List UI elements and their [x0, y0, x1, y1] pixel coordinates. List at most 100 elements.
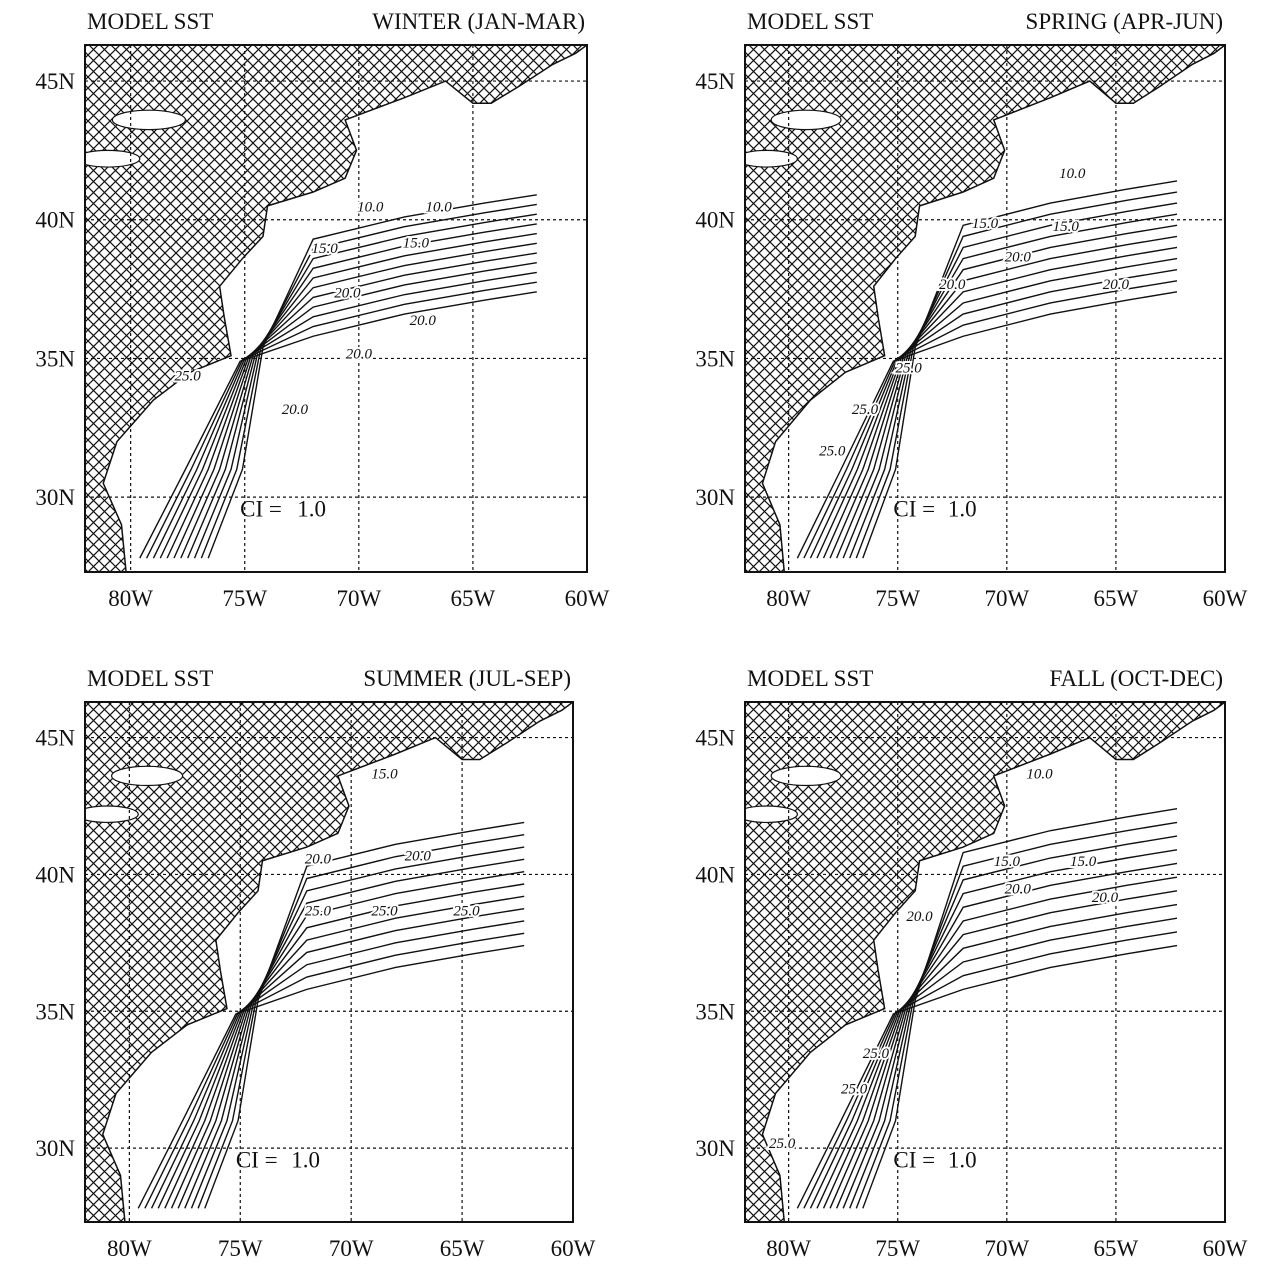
- ci-label: CI =: [236, 1147, 278, 1172]
- contour-line: [166, 252, 537, 559]
- lake: [770, 765, 842, 787]
- map-panel: MODEL SST WINTER (JAN-MAR) CI = 1.0 10.0 10.0…: [35, 9, 609, 611]
- x-axis-label: 60W: [1203, 1236, 1248, 1261]
- contour-line: [139, 291, 537, 559]
- y-axis-label: 35N: [35, 346, 75, 371]
- contour-line: [177, 870, 525, 1209]
- y-axis-label: 35N: [35, 999, 75, 1024]
- x-axis-label: 75W: [218, 1236, 263, 1261]
- y-axis-label: 40N: [695, 862, 735, 887]
- panel-season: WINTER (JAN-MAR): [372, 9, 585, 34]
- contour-label: 15.0: [972, 216, 999, 232]
- contour-label: 25.0: [841, 1081, 868, 1097]
- contour-line: [855, 821, 1178, 1209]
- contour-line: [187, 223, 537, 559]
- panel-season: FALL (OCT-DEC): [1049, 666, 1223, 691]
- contour-label: 20.0: [282, 402, 309, 418]
- map-panel: MODEL SST SUMMER (JUL-SEP) CI = 1.0 15.0 20.0…: [35, 666, 595, 1261]
- map-panel: MODEL SST FALL (OCT-DEC) CI = 1.0 10.0 15.0 15…: [695, 666, 1247, 1261]
- contour-line: [150, 920, 525, 1209]
- contour-line: [173, 242, 537, 559]
- contour-line: [170, 883, 525, 1209]
- contour-label: 25.0: [175, 369, 202, 385]
- contour-label: 15.0: [1070, 854, 1097, 870]
- contour-line: [822, 890, 1178, 1209]
- y-axis-label: 45N: [35, 69, 75, 94]
- y-axis-label: 35N: [695, 346, 735, 371]
- contour-line: [849, 835, 1178, 1209]
- ci-label: CI =: [893, 497, 935, 522]
- contour-line: [842, 849, 1178, 1209]
- contour-label: 20.0: [346, 346, 373, 362]
- contour-line: [180, 232, 537, 559]
- y-axis-label: 45N: [695, 726, 735, 751]
- map-panel: MODEL SST SPRING (APR-JUN) CI = 1.0 10.0 15.0…: [695, 9, 1247, 611]
- x-axis-label: 60W: [1203, 586, 1248, 611]
- y-axis-label: 30N: [695, 1136, 735, 1161]
- ci-value: 1.0: [297, 497, 326, 522]
- contour-line: [855, 191, 1178, 559]
- contour-line: [849, 202, 1178, 559]
- map-frame: [84, 701, 574, 1223]
- lake: [111, 109, 187, 131]
- contour-label: 10.0: [357, 199, 384, 215]
- map-area: [85, 45, 587, 572]
- contour-label: 20.0: [410, 313, 437, 329]
- contour-label: 15.0: [311, 241, 338, 257]
- contour-line: [152, 271, 537, 559]
- x-axis-label: 75W: [875, 1236, 920, 1261]
- contour-line: [137, 944, 525, 1209]
- contour-line: [803, 280, 1178, 559]
- contour-line: [796, 944, 1178, 1209]
- contour-line: [145, 281, 537, 559]
- contour-label: 20.0: [1092, 890, 1119, 906]
- contour-label: 20.0: [906, 909, 933, 925]
- contour-label: 25.0: [896, 360, 923, 376]
- lake: [111, 765, 184, 787]
- land: [745, 45, 1225, 572]
- x-axis-label: 80W: [108, 586, 153, 611]
- map-frame: [744, 701, 1226, 1223]
- contour-label: 20.0: [1005, 249, 1032, 265]
- x-axis-label: 65W: [451, 586, 496, 611]
- contour-line: [862, 808, 1178, 1209]
- contour-line: [204, 821, 525, 1209]
- x-axis-label: 65W: [440, 1236, 485, 1261]
- x-axis-label: 70W: [336, 586, 381, 611]
- x-axis-label: 65W: [1094, 586, 1139, 611]
- contour-line: [809, 917, 1178, 1209]
- y-axis-label: 40N: [35, 862, 75, 887]
- y-axis-label: 30N: [695, 485, 735, 510]
- contour-line: [816, 257, 1178, 559]
- contour-line: [829, 235, 1178, 559]
- contour-label: 25.0: [305, 903, 332, 919]
- contour-label: 20.0: [405, 849, 432, 865]
- panel-title: MODEL SST: [87, 9, 213, 34]
- x-axis-label: 80W: [766, 1236, 811, 1261]
- contour-line: [157, 907, 525, 1209]
- contour-label: 25.0: [371, 903, 398, 919]
- panel-title: MODEL SST: [87, 666, 213, 691]
- contour-label: 25.0: [769, 1136, 796, 1152]
- panel-season: SUMMER (JUL-SEP): [363, 666, 571, 691]
- map-area: [745, 702, 1225, 1222]
- contour-label: 10.0: [426, 199, 453, 215]
- x-axis-label: 65W: [1094, 1236, 1139, 1261]
- map-frame: [84, 44, 588, 573]
- y-axis-label: 45N: [35, 726, 75, 751]
- x-axis-label: 60W: [565, 586, 610, 611]
- contour-line: [835, 224, 1178, 559]
- contour-line: [193, 213, 537, 559]
- panel-title: MODEL SST: [747, 9, 873, 34]
- contour-label: 15.0: [403, 235, 430, 251]
- contour-label: 25.0: [819, 444, 846, 460]
- contour-label: 20.0: [1103, 277, 1130, 293]
- contour-label: 20.0: [939, 277, 966, 293]
- ci-value: 1.0: [948, 497, 977, 522]
- land: [85, 45, 587, 572]
- x-axis-label: 75W: [875, 586, 920, 611]
- ci-value: 1.0: [291, 1147, 320, 1172]
- y-axis-label: 30N: [35, 1136, 75, 1161]
- x-axis-label: 80W: [766, 586, 811, 611]
